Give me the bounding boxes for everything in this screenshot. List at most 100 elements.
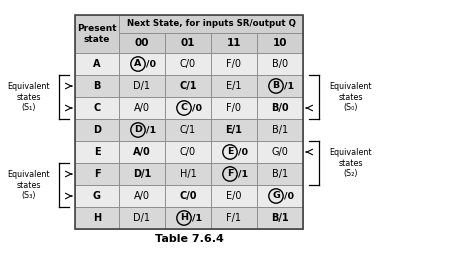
Bar: [257, 185, 303, 207]
Text: /1: /1: [238, 170, 248, 179]
Text: Equivalent
states
(S₀): Equivalent states (S₀): [330, 82, 372, 112]
Text: C: C: [181, 103, 188, 112]
Text: F/1: F/1: [227, 213, 241, 223]
Text: H: H: [180, 213, 188, 222]
Bar: [75, 15, 119, 53]
Bar: [75, 75, 119, 97]
Text: G: G: [93, 191, 101, 201]
Bar: [165, 75, 211, 97]
Bar: [257, 33, 303, 53]
Text: A: A: [93, 59, 101, 69]
Text: A/0: A/0: [134, 191, 150, 201]
Bar: [165, 207, 211, 229]
Text: G: G: [272, 191, 280, 200]
Bar: [119, 53, 165, 75]
Text: /1: /1: [192, 213, 202, 222]
Bar: [75, 163, 119, 185]
Text: H/1: H/1: [180, 169, 196, 179]
Text: B/1: B/1: [272, 125, 288, 135]
Text: /1: /1: [146, 126, 156, 135]
Text: /0: /0: [284, 191, 294, 200]
Text: E/1: E/1: [226, 81, 242, 91]
Bar: [119, 97, 165, 119]
Text: E: E: [227, 147, 233, 156]
Text: 11: 11: [227, 38, 241, 48]
Text: D: D: [134, 126, 142, 135]
Bar: [211, 53, 257, 75]
Bar: [211, 141, 257, 163]
Bar: [211, 97, 257, 119]
Bar: [211, 119, 257, 141]
Text: D/1: D/1: [134, 213, 151, 223]
Text: /0: /0: [192, 103, 202, 112]
Text: C/0: C/0: [180, 59, 196, 69]
Bar: [119, 119, 165, 141]
Bar: [165, 185, 211, 207]
Bar: [257, 53, 303, 75]
Text: Next State, for inputs SR/output Q: Next State, for inputs SR/output Q: [127, 19, 295, 28]
Bar: [119, 33, 165, 53]
Bar: [211, 75, 257, 97]
Bar: [257, 163, 303, 185]
Bar: [257, 119, 303, 141]
Text: B: B: [93, 81, 100, 91]
Bar: [119, 185, 165, 207]
Text: G/0: G/0: [272, 147, 289, 157]
Text: C/1: C/1: [179, 81, 197, 91]
Bar: [211, 185, 257, 207]
Bar: [75, 53, 119, 75]
Text: B: B: [273, 82, 280, 91]
Text: E: E: [94, 147, 100, 157]
Text: D/1: D/1: [133, 169, 151, 179]
Bar: [257, 141, 303, 163]
Text: E/0: E/0: [226, 191, 242, 201]
Bar: [165, 53, 211, 75]
Text: C/0: C/0: [180, 147, 196, 157]
Text: Equivalent
states
(S₁): Equivalent states (S₁): [8, 82, 50, 112]
Bar: [119, 75, 165, 97]
Text: H: H: [93, 213, 101, 223]
Text: A: A: [134, 60, 142, 69]
Text: C/0: C/0: [179, 191, 197, 201]
Bar: [165, 119, 211, 141]
Bar: [75, 185, 119, 207]
Bar: [119, 207, 165, 229]
Bar: [257, 97, 303, 119]
Text: Equivalent
states
(S₂): Equivalent states (S₂): [330, 148, 372, 178]
Bar: [211, 207, 257, 229]
Bar: [119, 15, 303, 33]
Bar: [165, 141, 211, 163]
Text: F/0: F/0: [227, 103, 241, 113]
Text: B/1: B/1: [272, 169, 288, 179]
Text: Table 7.6.4: Table 7.6.4: [155, 234, 223, 244]
Bar: [119, 163, 165, 185]
Bar: [119, 141, 165, 163]
Text: Present
state: Present state: [77, 24, 117, 44]
Bar: [211, 33, 257, 53]
Text: B/0: B/0: [271, 103, 289, 113]
Text: F: F: [227, 170, 233, 179]
Text: 10: 10: [273, 38, 287, 48]
Text: A/0: A/0: [134, 103, 150, 113]
Bar: [165, 33, 211, 53]
Bar: [165, 163, 211, 185]
Text: E/1: E/1: [226, 125, 242, 135]
Text: C: C: [93, 103, 100, 113]
Text: B/1: B/1: [271, 213, 289, 223]
Bar: [75, 97, 119, 119]
Bar: [75, 207, 119, 229]
Text: /0: /0: [146, 60, 156, 69]
Text: 01: 01: [181, 38, 195, 48]
Bar: [75, 15, 303, 229]
Text: 00: 00: [135, 38, 149, 48]
Bar: [75, 119, 119, 141]
Text: D: D: [93, 125, 101, 135]
Text: F: F: [94, 169, 100, 179]
Text: A/0: A/0: [133, 147, 151, 157]
Bar: [257, 207, 303, 229]
Text: /1: /1: [284, 82, 294, 91]
Bar: [75, 141, 119, 163]
Text: F/0: F/0: [227, 59, 241, 69]
Bar: [165, 97, 211, 119]
Text: B/0: B/0: [272, 59, 288, 69]
